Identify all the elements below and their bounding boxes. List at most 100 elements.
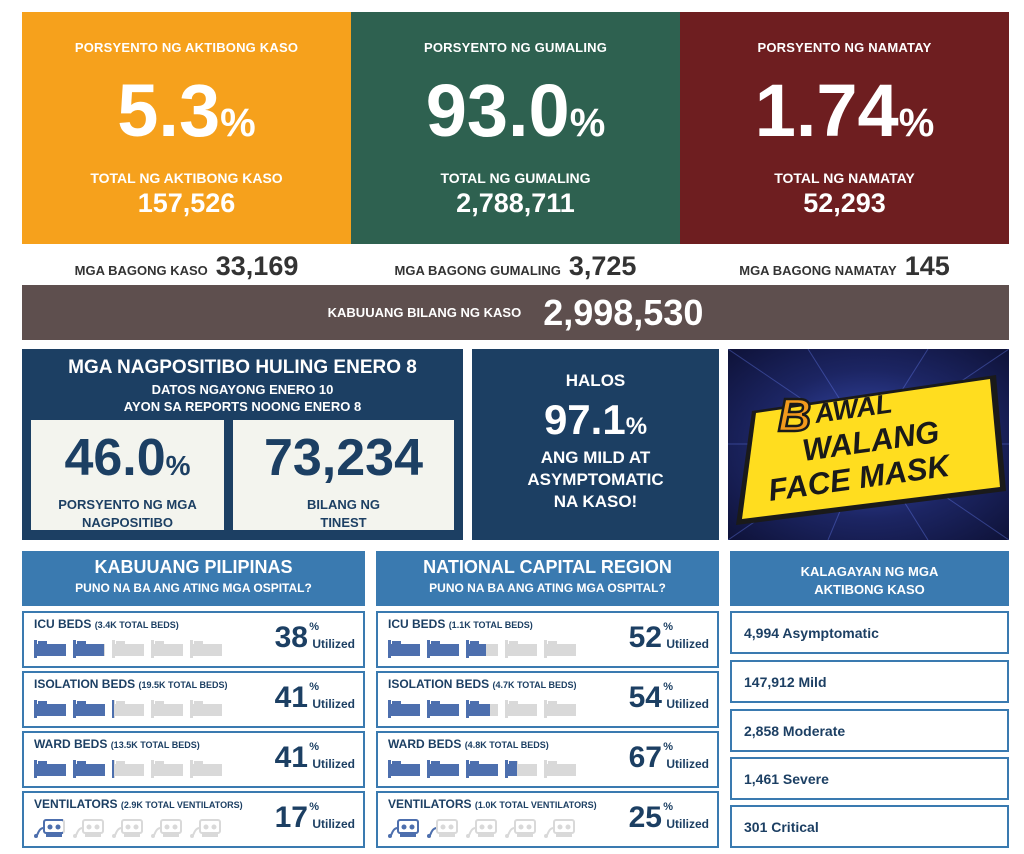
tested-caption: BILANG NG TINEST: [307, 497, 380, 530]
ventilator-icon: [427, 818, 461, 840]
bed-icon: [73, 638, 107, 660]
utilized-label: Utilized: [666, 697, 709, 711]
status-item-label: 147,912 Mild: [744, 674, 827, 690]
status-item: 147,912 Mild: [730, 660, 1009, 703]
new-recovered: MGA BAGONG GUMALING 3,725: [351, 248, 680, 282]
percent-symbol: %: [663, 801, 673, 813]
status-item-label: 4,994 Asymptomatic: [744, 625, 879, 641]
status-section-header: KALAGAYAN NG MGA AKTIBONG KASO: [730, 551, 1009, 606]
recovered-pct-label: PORSYENTO NG GUMALING: [423, 40, 608, 55]
new-recovered-label: MGA BAGONG GUMALING: [394, 263, 561, 278]
bed-icon: [112, 698, 146, 720]
ventilator-icon: [388, 818, 422, 840]
active-pct-label: PORSYENTO NG AKTIBONG KASO: [74, 40, 299, 55]
resource-label: WARD BEDS (4.8K TOTAL BEDS): [388, 737, 549, 751]
utilization-icons: [34, 758, 229, 780]
resource-label: VENTILATORS (1.0K TOTAL VENTILATORS): [388, 797, 597, 811]
bed-icon: [427, 758, 461, 780]
mild-halos: HALOS: [565, 371, 626, 390]
new-cases-label: MGA BAGONG KASO: [74, 263, 208, 278]
utilization-icons: [34, 698, 229, 720]
ph-row-ward-beds: WARD BEDS (13.5K TOTAL BEDS) 41% Utilized: [22, 731, 365, 788]
bed-icon: [190, 698, 224, 720]
percent-symbol: %: [309, 801, 319, 813]
bed-icon: [112, 758, 146, 780]
recovered-panel: PORSYENTO NG GUMALING 93.0% TOTAL NG GUM…: [351, 12, 680, 244]
ventilator-icon: [544, 818, 578, 840]
bed-icon: [73, 758, 107, 780]
active-pct-value: 5.3%: [117, 69, 256, 152]
utilization-percent: 41: [274, 741, 308, 774]
new-recovered-value: 3,725: [568, 251, 637, 281]
status-item: 4,994 Asymptomatic: [730, 611, 1009, 654]
ventilator-icon: [34, 818, 68, 840]
utilization-icons: [388, 758, 583, 780]
resource-label: ISOLATION BEDS (19.5K TOTAL BEDS): [34, 677, 228, 691]
bed-icon: [544, 698, 578, 720]
bed-icon: [388, 638, 422, 660]
bed-icon: [112, 638, 146, 660]
bed-icon: [466, 638, 500, 660]
deaths-pct-label: PORSYENTO NG NAMATAY: [757, 40, 932, 55]
resource-label: VENTILATORS (2.9K TOTAL VENTILATORS): [34, 797, 243, 811]
bed-icon: [505, 758, 539, 780]
bed-icon: [151, 758, 185, 780]
resource-label: ICU BEDS (3.4K TOTAL BEDS): [34, 617, 179, 631]
bed-icon: [427, 638, 461, 660]
deaths-pct-value: 1.74%: [754, 69, 935, 152]
ph-row-icu-beds: ICU BEDS (3.4K TOTAL BEDS) 38% Utilized: [22, 611, 365, 668]
ph-subtitle: PUNO NA BA ANG ATING MGA OSPITAL?: [75, 581, 312, 595]
positivity-panel: MGA NAGPOSITIBO HULING ENERO 8 DATOS NGA…: [22, 349, 463, 540]
ventilator-icon: [466, 818, 500, 840]
bed-icon: [151, 698, 185, 720]
positivity-subtitle-2: AYON SA REPORTS NOONG ENERO 8: [123, 399, 362, 414]
positivity-subtitle-1: DATOS NGAYONG ENERO 10: [151, 382, 334, 397]
ventilator-icon: [151, 818, 185, 840]
deaths-panel: PORSYENTO NG NAMATAY 1.74% TOTAL NG NAMA…: [680, 12, 1009, 244]
status-item: 1,461 Severe: [730, 757, 1009, 800]
utilized-label: Utilized: [312, 637, 355, 651]
utilization-percent: 38: [274, 621, 308, 654]
utilization-percent: 41: [274, 681, 308, 714]
ncr-row-icu-beds: ICU BEDS (1.1K TOTAL BEDS) 52% Utilized: [376, 611, 719, 668]
status-title-2: AKTIBONG KASO: [814, 582, 925, 597]
ventilator-icon: [73, 818, 107, 840]
bed-icon: [427, 698, 461, 720]
bed-icon: [466, 698, 500, 720]
bed-icon: [505, 638, 539, 660]
tested-card: 73,234 BILANG NG TINEST: [233, 420, 454, 530]
face-mask-graphic: B AWAL WALANG FACE MASK: [728, 349, 1009, 540]
utilization-icons: [388, 638, 583, 660]
active-total-value: 157,526: [137, 188, 236, 218]
mild-caption: ANG MILD AT ASYMPTOMATIC NA KASO!: [527, 448, 664, 511]
bed-icon: [73, 698, 107, 720]
new-cases: MGA BAGONG KASO 33,169: [22, 248, 351, 282]
total-cases-bar: KABUUANG BILANG NG KASO 2,998,530: [22, 285, 1009, 340]
bed-icon: [190, 638, 224, 660]
bed-icon: [544, 758, 578, 780]
bed-icon: [544, 638, 578, 660]
percent-symbol: %: [309, 621, 319, 633]
bed-icon: [34, 698, 68, 720]
ncr-title: NATIONAL CAPITAL REGION: [423, 557, 672, 577]
status-item: 301 Critical: [730, 805, 1009, 848]
bed-icon: [466, 758, 500, 780]
utilization-percent: 67: [628, 741, 662, 774]
tested-value: 73,234: [263, 429, 424, 487]
active-total-label: TOTAL NG AKTIBONG KASO: [90, 170, 283, 186]
ncr-row-ward-beds: WARD BEDS (4.8K TOTAL BEDS) 67% Utilized: [376, 731, 719, 788]
percent-symbol: %: [663, 681, 673, 693]
ventilator-icon: [190, 818, 224, 840]
utilization-percent: 25: [628, 801, 662, 834]
ventilator-icon: [112, 818, 146, 840]
utilization-icons: [34, 818, 229, 840]
bed-icon: [388, 698, 422, 720]
ph-row-ventilators: VENTILATORS (2.9K TOTAL VENTILATORS) 17% U…: [22, 791, 365, 848]
utilization-icons: [388, 818, 583, 840]
recovered-total-label: TOTAL NG GUMALING: [440, 170, 591, 186]
status-title-1: KALAGAYAN NG MGA: [800, 564, 939, 579]
new-deaths: MGA BAGONG NAMATAY 145: [680, 248, 1009, 282]
utilized-label: Utilized: [666, 817, 709, 831]
active-cases-panel: PORSYENTO NG AKTIBONG KASO 5.3% TOTAL NG…: [22, 12, 351, 244]
status-item-label: 1,461 Severe: [744, 771, 829, 787]
